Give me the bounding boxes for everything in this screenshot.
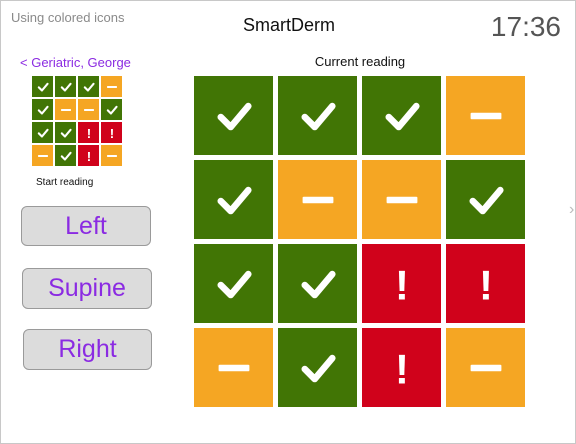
current-reading-cell[interactable] [194, 160, 273, 239]
start-reading-cell: ! [101, 122, 122, 143]
left-position-button[interactable]: Left [21, 206, 151, 246]
start-reading-cell [101, 145, 122, 166]
current-reading-grid: !!! [194, 76, 525, 407]
current-reading-cell[interactable] [278, 328, 357, 407]
check-icon [217, 186, 252, 214]
dash-icon [218, 364, 249, 371]
svg-text:!: ! [479, 262, 493, 306]
back-to-patient-link[interactable]: < Geriatric, George [20, 55, 131, 70]
current-reading-cell[interactable] [362, 160, 441, 239]
start-reading-grid: !!! [32, 76, 122, 166]
dash-icon [302, 196, 333, 203]
dash-icon [470, 112, 501, 119]
check-icon [217, 102, 252, 130]
current-reading-cell[interactable] [362, 76, 441, 155]
exclamation-icon: ! [479, 262, 493, 306]
current-reading-cell[interactable]: ! [446, 244, 525, 323]
start-reading-cell [55, 145, 76, 166]
current-reading-cell[interactable]: ! [362, 328, 441, 407]
svg-text:!: ! [395, 262, 409, 306]
check-icon [301, 270, 336, 298]
check-icon [60, 151, 72, 161]
current-reading-cell[interactable] [446, 76, 525, 155]
current-reading-cell[interactable] [194, 328, 273, 407]
dash-icon [106, 85, 117, 88]
check-icon [83, 82, 95, 92]
exclamation-icon: ! [395, 346, 409, 390]
svg-text:!: ! [86, 149, 90, 163]
check-icon [469, 186, 504, 214]
start-reading-cell [32, 122, 53, 143]
dash-icon [83, 108, 94, 111]
exclamation-icon: ! [86, 149, 90, 163]
check-icon [301, 354, 336, 382]
check-icon [37, 128, 49, 138]
check-icon [106, 105, 118, 115]
check-icon [60, 128, 72, 138]
chevron-right-icon: › [569, 201, 575, 218]
check-icon [301, 102, 336, 130]
exclamation-icon: ! [395, 262, 409, 306]
clock: 17:36 [490, 11, 561, 42]
start-reading-cell [101, 99, 122, 120]
start-reading-cell: ! [78, 145, 99, 166]
current-reading-cell[interactable] [194, 244, 273, 323]
check-icon [385, 102, 420, 130]
current-reading-cell[interactable] [278, 160, 357, 239]
current-reading-label: Current reading [314, 54, 406, 69]
current-reading-cell[interactable] [278, 76, 357, 155]
dash-icon [106, 154, 117, 157]
check-icon [60, 82, 72, 92]
dash-icon [60, 108, 71, 111]
svg-text:!: ! [109, 126, 113, 140]
start-reading-cell [78, 76, 99, 97]
svg-text:!: ! [86, 126, 90, 140]
caption-text: Using colored icons [11, 10, 125, 25]
start-reading-cell [32, 99, 53, 120]
current-reading-cell[interactable] [446, 160, 525, 239]
start-reading-cell [101, 76, 122, 97]
start-reading-cell [55, 76, 76, 97]
supine-position-button[interactable]: Supine [22, 268, 152, 309]
current-reading-cell[interactable] [446, 328, 525, 407]
svg-text:!: ! [395, 346, 409, 390]
app-title: SmartDerm [242, 15, 335, 35]
dash-icon [37, 154, 48, 157]
exclamation-icon: ! [86, 126, 90, 140]
check-icon [37, 82, 49, 92]
dash-icon [386, 196, 417, 203]
current-reading-cell[interactable] [194, 76, 273, 155]
check-icon [37, 105, 49, 115]
start-reading-cell [55, 122, 76, 143]
start-reading-cell [78, 99, 99, 120]
start-reading-cell [32, 145, 53, 166]
check-icon [217, 270, 252, 298]
current-reading-cell[interactable] [278, 244, 357, 323]
current-reading-cell[interactable]: ! [362, 244, 441, 323]
start-reading-cell [32, 76, 53, 97]
start-reading-cell [55, 99, 76, 120]
exclamation-icon: ! [109, 126, 113, 140]
right-position-button[interactable]: Right [23, 329, 152, 370]
start-reading-label: Start reading [36, 177, 94, 188]
dash-icon [470, 364, 501, 371]
start-reading-cell: ! [78, 122, 99, 143]
